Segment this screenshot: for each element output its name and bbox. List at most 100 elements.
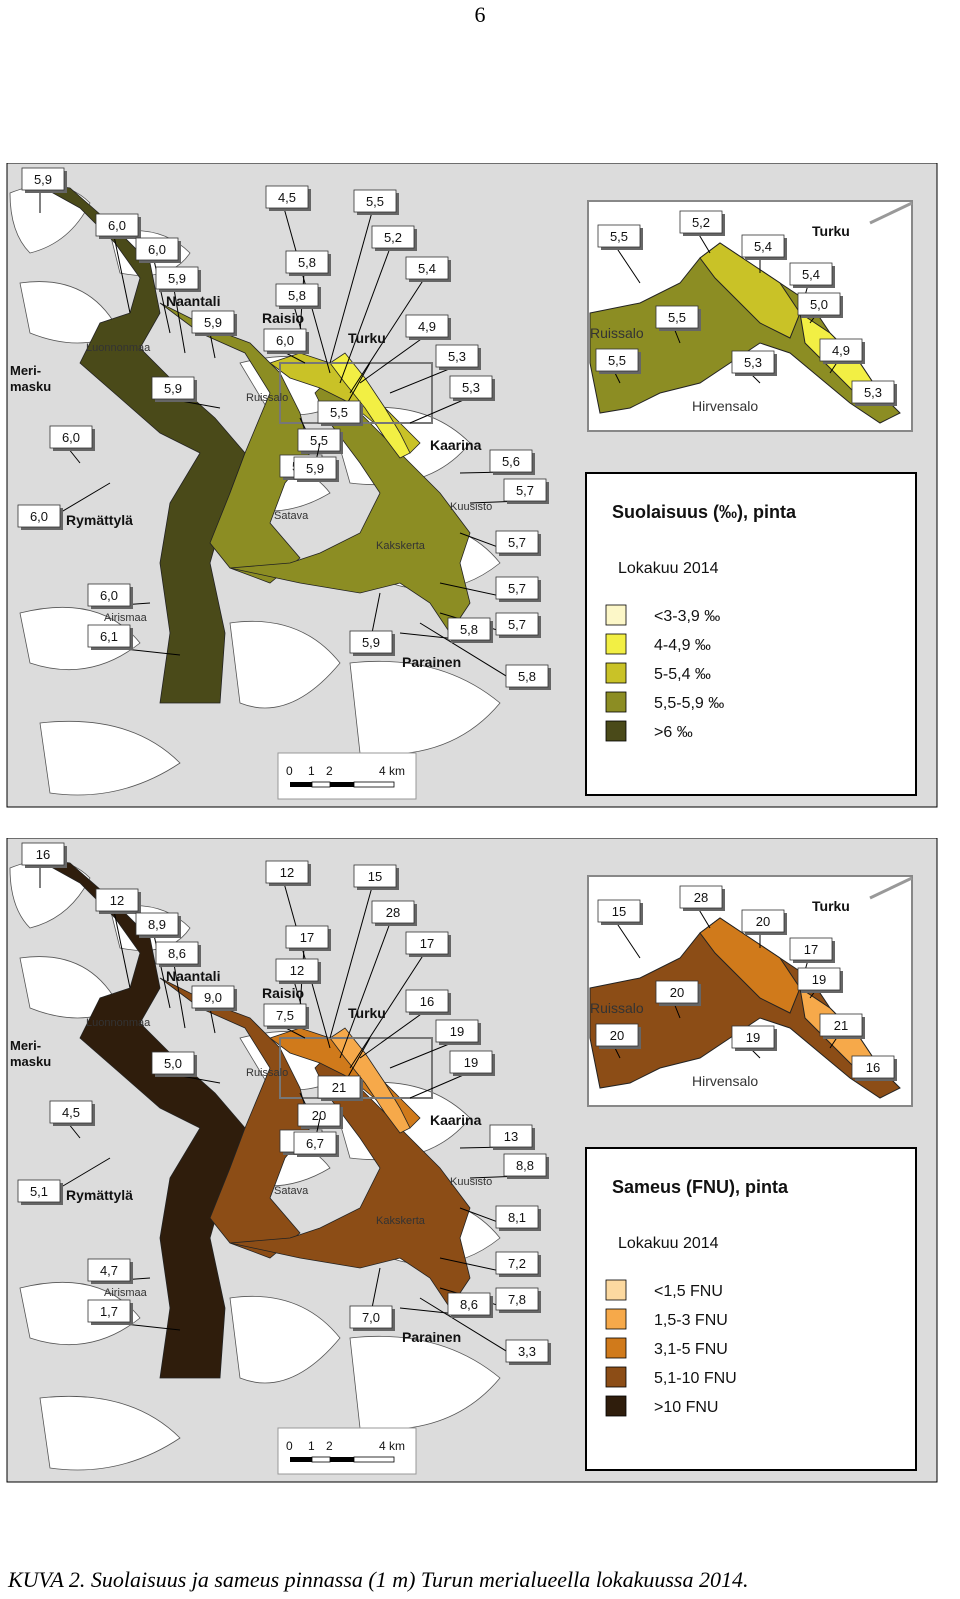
value-box xyxy=(797,292,841,316)
value-box xyxy=(819,338,863,362)
value-label: 6,0 xyxy=(100,588,118,603)
leader-line xyxy=(113,235,131,314)
value-box xyxy=(151,1051,195,1075)
leader-line xyxy=(389,366,455,394)
water-zone-class-5 xyxy=(34,857,246,1379)
place-kakskerta: Kakskerta xyxy=(376,540,426,552)
value-box xyxy=(655,980,699,1004)
inset-value-label: 5,4 xyxy=(802,267,820,282)
value-box xyxy=(505,664,549,688)
legend-swatch xyxy=(605,662,627,684)
place-ruissalo: Ruissalo xyxy=(246,392,288,404)
value-box xyxy=(21,842,65,866)
value-box xyxy=(503,1153,547,1177)
place-rymattyla: Rymättylä xyxy=(66,1187,133,1203)
island-shape xyxy=(39,1395,181,1471)
value-label: 12 xyxy=(280,865,294,880)
value-label: 5,8 xyxy=(518,669,536,684)
inset-value-label: 5,5 xyxy=(610,229,628,244)
value-box xyxy=(297,1103,341,1127)
value-label: 6,1 xyxy=(100,629,118,644)
value-label: 5,1 xyxy=(30,1184,48,1199)
value-box xyxy=(405,256,449,280)
value-box xyxy=(495,576,539,600)
value-label: 12 xyxy=(110,893,124,908)
value-label: 21 xyxy=(332,1080,346,1095)
legend-item-label: >6 ‰ xyxy=(654,724,693,741)
legend-title: Suolaisuus (‰), pinta xyxy=(612,502,797,522)
value-box xyxy=(819,1013,863,1037)
inset-value-label: 15 xyxy=(612,904,626,919)
legend-item-label: >10 FNU xyxy=(654,1399,718,1416)
place-satava: Satava xyxy=(274,1185,309,1197)
leader-line xyxy=(697,907,711,929)
value-box xyxy=(655,305,699,329)
value-label: 8,6 xyxy=(168,946,186,961)
place-satava: Satava xyxy=(274,510,309,522)
scale-tick-label: 0 xyxy=(286,764,293,778)
value-box xyxy=(435,1019,479,1043)
place-luonnonmaa: Luonnonmaa xyxy=(86,342,151,354)
legend-box xyxy=(585,1147,917,1471)
value-label: 13 xyxy=(504,1129,518,1144)
scale-segment xyxy=(311,781,331,788)
value-box xyxy=(155,266,199,290)
leader-line xyxy=(349,278,425,394)
inset-water-class-3 xyxy=(699,242,801,339)
scale-tick-label: 4 km xyxy=(379,1439,405,1453)
value-box xyxy=(87,624,131,648)
value-box xyxy=(495,612,539,636)
value-label: 5,7 xyxy=(508,581,526,596)
leader-line xyxy=(697,232,711,254)
value-label: 5,3 xyxy=(462,380,480,395)
value-box xyxy=(275,283,319,307)
island-shape xyxy=(229,620,341,709)
value-box xyxy=(595,348,639,372)
turbidity-map: 16128,98,69,05,04,55,14,71,71217127,5101… xyxy=(6,838,938,1483)
leader-line xyxy=(409,1072,469,1099)
legend-item-label: 4-4,9 ‰ xyxy=(654,637,711,654)
value-box xyxy=(285,925,329,949)
scale-tick-label: 0 xyxy=(286,1439,293,1453)
value-box xyxy=(447,1292,491,1316)
value-label: 5,7 xyxy=(508,535,526,550)
place-kaarina: Kaarina xyxy=(430,437,482,453)
leader-line xyxy=(389,1041,455,1069)
value-box xyxy=(789,262,833,286)
value-box xyxy=(353,864,397,888)
legend-swatch xyxy=(605,1337,627,1359)
value-label: 4,9 xyxy=(418,319,436,334)
value-box xyxy=(447,617,491,641)
legend-item-label: <1,5 FNU xyxy=(654,1283,723,1300)
value-label: 15 xyxy=(368,869,382,884)
legend-item-label: 3,1-5 FNU xyxy=(654,1341,728,1358)
leader-line xyxy=(359,336,425,384)
value-label: 7,5 xyxy=(276,1008,294,1023)
value-box xyxy=(495,1205,539,1229)
legend-item-label: 5,1-10 FNU xyxy=(654,1370,737,1387)
value-box xyxy=(95,888,139,912)
value-label: 6,0 xyxy=(276,333,294,348)
value-label: 19 xyxy=(464,1055,478,1070)
inset-value-label: 5,2 xyxy=(692,215,710,230)
value-box xyxy=(495,1251,539,1275)
place-parainen: Parainen xyxy=(402,1329,461,1345)
value-box xyxy=(597,899,641,923)
value-label: 6,0 xyxy=(148,242,166,257)
scale-tick-label: 1 xyxy=(308,1439,315,1453)
inset-road xyxy=(869,876,913,900)
legend-item-label: 5,5-5,9 ‰ xyxy=(654,695,724,712)
value-label: 5,9 xyxy=(168,271,186,286)
value-label: 5,7 xyxy=(516,483,534,498)
leader-line xyxy=(339,922,391,1059)
value-box xyxy=(741,234,785,258)
inset-value-label: 28 xyxy=(694,890,708,905)
value-box xyxy=(353,189,397,213)
value-box xyxy=(679,210,723,234)
value-box xyxy=(49,425,93,449)
value-label: 4,5 xyxy=(62,1105,80,1120)
value-box xyxy=(17,504,61,528)
value-box xyxy=(349,1305,393,1329)
value-box xyxy=(275,958,319,982)
value-label: 5,6 xyxy=(502,454,520,469)
